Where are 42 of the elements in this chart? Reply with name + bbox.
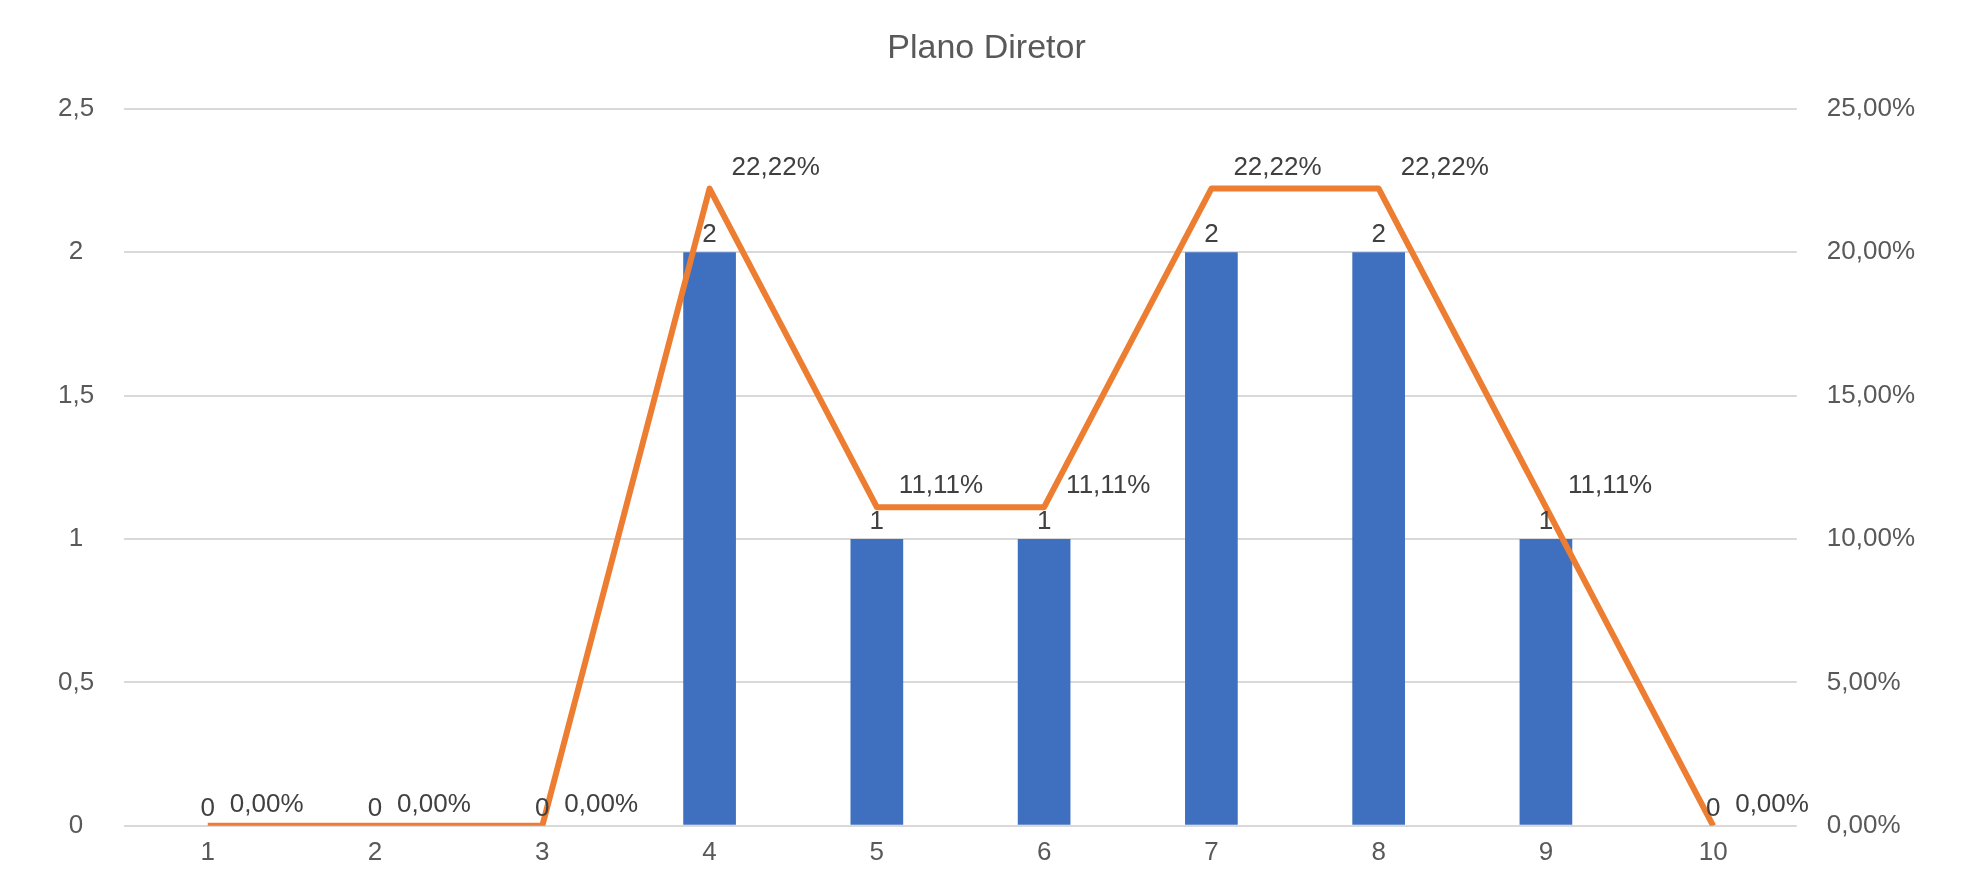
x-tick-label: 6 [1036,835,1052,866]
data-label: 0 [1705,791,1721,822]
y-tick-label: 0,5 [57,665,95,696]
x-tick-label: 8 [1371,835,1386,866]
data-label: 0,00% [229,787,304,818]
x-tick-label: 3 [535,835,550,866]
data-label: 1 [1538,505,1554,536]
x-tick-label: 5 [869,835,885,866]
data-label: 2 [1204,218,1219,249]
y2-tick-label: 5,00% [1826,665,1901,696]
y2-tick-label: 20,00% [1826,235,1916,266]
data-label: 0,00% [564,787,639,818]
y2-tick-label: 10,00% [1826,522,1916,553]
y-tick-label: 2 [68,235,84,266]
data-label: 22,22% [1400,150,1489,181]
data-label: 22,22% [1233,150,1322,181]
data-label: 22,22% [731,150,820,181]
chart-title: Plano Diretor [887,26,1086,65]
y-tick-label: 0 [68,808,84,839]
data-label: 2 [702,218,717,249]
data-label: 0,00% [397,787,471,818]
x-tick-label: 1 [200,835,216,866]
data-label: 2 [1371,218,1386,249]
data-label: 1 [869,505,885,536]
x-tick-label: 7 [1204,835,1219,866]
x-tick-label: 2 [367,835,383,866]
y2-tick-label: 25,00% [1826,91,1916,122]
data-label: 0,00% [1735,787,1809,818]
y-tick-label: 2,5 [57,91,95,122]
x-tick-label: 4 [702,835,717,866]
y2-tick-label: 15,00% [1826,378,1916,409]
data-label: 11,11% [1567,469,1653,500]
data-label: 0 [200,791,216,822]
y2-tick-label: 0,00% [1826,808,1901,839]
data-label: 1 [1036,505,1052,536]
y-tick-label: 1,5 [57,378,95,409]
data-label: 11,11% [898,469,984,500]
x-tick-label: 10 [1698,835,1728,866]
data-label: 0 [367,791,383,822]
x-tick-label: 9 [1538,835,1554,866]
data-label: 11,11% [1066,469,1151,500]
y-tick-label: 1 [68,522,84,553]
